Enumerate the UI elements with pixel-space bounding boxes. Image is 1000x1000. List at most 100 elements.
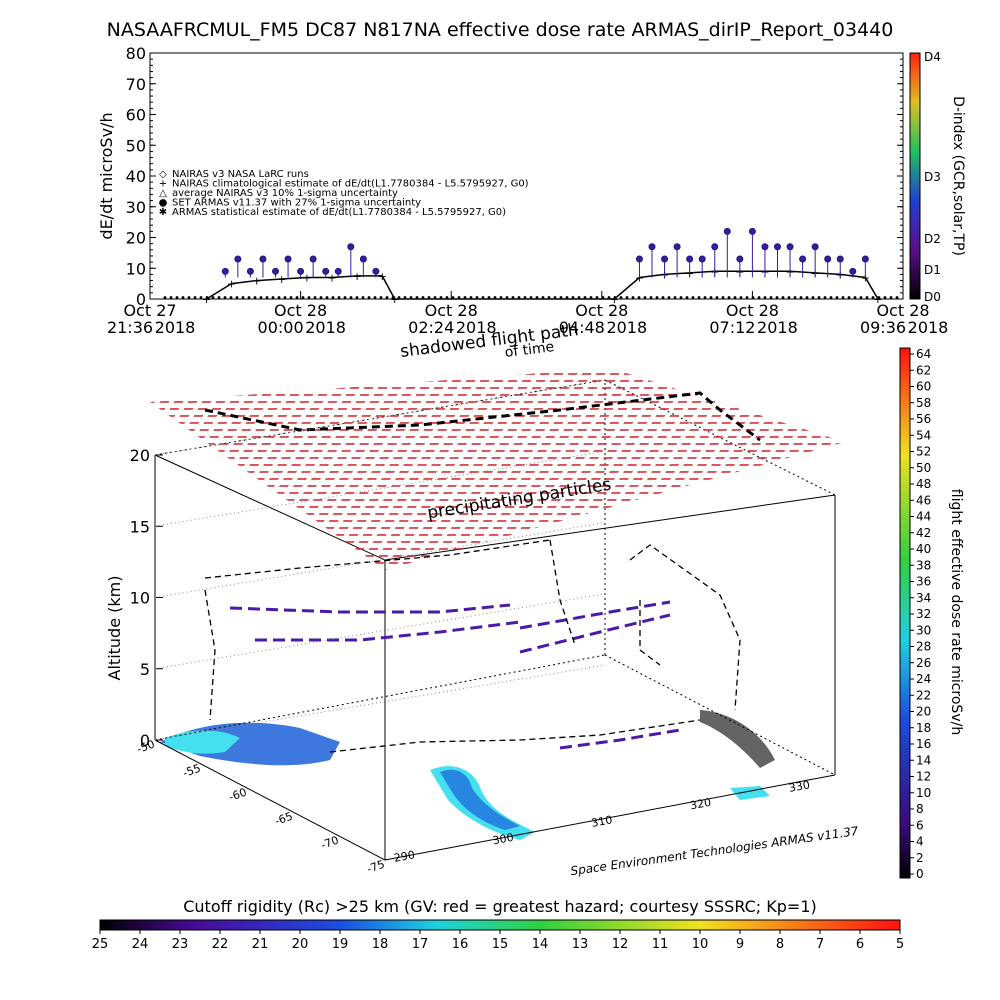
- dose-rate-colorbar-tick-label: 4: [916, 835, 924, 849]
- series-armas-point: [723, 227, 731, 235]
- series-nairas-point: +: [302, 271, 311, 284]
- baseline-point: [799, 296, 803, 299]
- dose-rate-colorbar-ticks: 6462605856545250484644424038363432302826…: [910, 347, 931, 881]
- top-x-tick-time: 09:36: [860, 318, 906, 337]
- series-armas-point: [761, 243, 769, 251]
- series-armas-point: [347, 243, 355, 251]
- baseline-point: [793, 296, 797, 299]
- dose-rate-colorbar-tick-label: 6: [916, 818, 924, 832]
- latitude-tick-label: -65: [273, 810, 294, 828]
- land-region-east: [700, 710, 775, 768]
- altitude-gridline: [154, 379, 606, 456]
- top-x-tick-date: Oct 28: [876, 301, 929, 320]
- dose-rate-colorbar-tick-label: 30: [916, 623, 931, 637]
- legend-symbol: ●: [159, 198, 168, 209]
- top-x-tick-year: 2018: [456, 318, 497, 337]
- baseline-point: [259, 296, 263, 299]
- baseline-point: [703, 296, 707, 299]
- dose-rate-colorbar-tick-label: 52: [916, 445, 931, 459]
- baseline-point: [397, 296, 401, 299]
- baseline-point: [841, 296, 845, 299]
- altitude-tick-label: 5: [140, 660, 150, 679]
- baseline-point: [547, 296, 551, 299]
- baseline-point: [427, 296, 431, 299]
- cutoff-rigidity-colorbar-tick-label: 22: [212, 937, 229, 952]
- baseline-point: [769, 296, 773, 299]
- baseline-point: [445, 296, 449, 299]
- altitude-axis-label: Altitude (km): [105, 576, 124, 681]
- baseline-point: [529, 296, 533, 299]
- altitude-tick-label: 0: [140, 731, 150, 750]
- baseline-point: [451, 296, 455, 299]
- dose-rate-colorbar-tick-label: 64: [916, 347, 931, 361]
- baseline-point: [727, 296, 731, 299]
- dose-rate-colorbar-tick-label: 46: [916, 493, 931, 507]
- longitude-tick-label: 300: [492, 831, 515, 847]
- series-armas-point: [774, 243, 781, 251]
- baseline-point: [601, 296, 605, 299]
- baseline-point: [823, 296, 827, 299]
- longitude-tick-label: 330: [788, 778, 811, 794]
- cutoff-rigidity-colorbar-tick-label: 5: [896, 937, 904, 952]
- dose-rate-colorbar-tick-label: 12: [916, 770, 931, 784]
- baseline-point: [229, 296, 233, 299]
- dose-rate-colorbar-tick-label: 50: [916, 461, 931, 475]
- dose-rate-colorbar: [899, 347, 911, 879]
- baseline-point: [487, 296, 491, 299]
- altitude-tick-label: 10: [130, 589, 150, 608]
- series-nairas-point: +: [252, 275, 261, 288]
- dose-rate-colorbar-tick-label: 36: [916, 575, 931, 589]
- baseline-point: [697, 296, 701, 299]
- baseline-point: [577, 296, 581, 299]
- legend-entry: NAIRAS climatological estimate of dE/dt(…: [172, 179, 529, 190]
- dindex-tick-label: D3: [924, 170, 941, 184]
- baseline-point: [595, 296, 599, 299]
- baseline-point: [271, 296, 275, 299]
- baseline-point: [655, 296, 659, 299]
- dose-rate-colorbar-tick-label: 0: [916, 867, 924, 881]
- baseline-point: [433, 296, 437, 299]
- series-nairas-line: [206, 270, 879, 300]
- cutoff-rigidity-colorbar-tick-label: 9: [736, 937, 744, 952]
- baseline-point: [637, 296, 641, 299]
- baseline-point: [409, 296, 413, 299]
- baseline-point: [289, 296, 293, 299]
- dose-rate-colorbar-tick-label: 38: [916, 558, 931, 572]
- longitude-axis: 290 300 310 320 330: [393, 778, 811, 864]
- dose-rate-colorbar-tick-label: 58: [916, 396, 931, 410]
- baseline-point: [757, 296, 761, 299]
- series-armas-point: [673, 243, 681, 251]
- baseline-point: [541, 296, 545, 299]
- baseline-point: [523, 296, 527, 299]
- dose-rate-colorbar-tick-label: 62: [916, 363, 931, 377]
- dindex-tick-label: D4: [924, 50, 941, 64]
- dose-rate-colorbar-tick-label: 44: [916, 510, 931, 524]
- baseline-point: [199, 296, 203, 299]
- baseline-point: [355, 296, 359, 299]
- cutoff-rigidity-colorbar-tick-label: 10: [692, 937, 709, 952]
- series-nairas-point: +: [390, 293, 399, 306]
- series-armas-point: [748, 227, 756, 235]
- baseline-point: [301, 296, 305, 299]
- series-armas-point: [635, 255, 643, 263]
- series-nairas-point: +: [202, 293, 211, 306]
- baseline-point: [805, 296, 809, 299]
- altitude-gridline: [154, 522, 606, 598]
- cutoff-rigidity-colorbar-tick-label: 23: [172, 937, 189, 952]
- baseline-point: [505, 296, 509, 299]
- baseline-point: [253, 296, 257, 299]
- dindex-tick-label: D1: [924, 263, 941, 277]
- baseline-point: [367, 296, 371, 299]
- baseline-point: [763, 296, 767, 299]
- dindex-tick-label: D0: [924, 290, 941, 304]
- cutoff-rigidity-colorbar-tick-label: 14: [532, 937, 549, 952]
- dose-rate-colorbar-tick-label: 8: [916, 802, 924, 816]
- cutoff-rigidity-colorbar-tick-label: 11: [652, 937, 669, 952]
- dose-rate-colorbar-tick-label: 2: [916, 851, 924, 865]
- baseline-point: [403, 296, 407, 299]
- legend-symbol: +: [159, 179, 167, 190]
- series-armas-point: [272, 267, 279, 275]
- top-y-tick-label: 40: [126, 167, 146, 186]
- land-region-antarctic-peninsula: [440, 769, 520, 830]
